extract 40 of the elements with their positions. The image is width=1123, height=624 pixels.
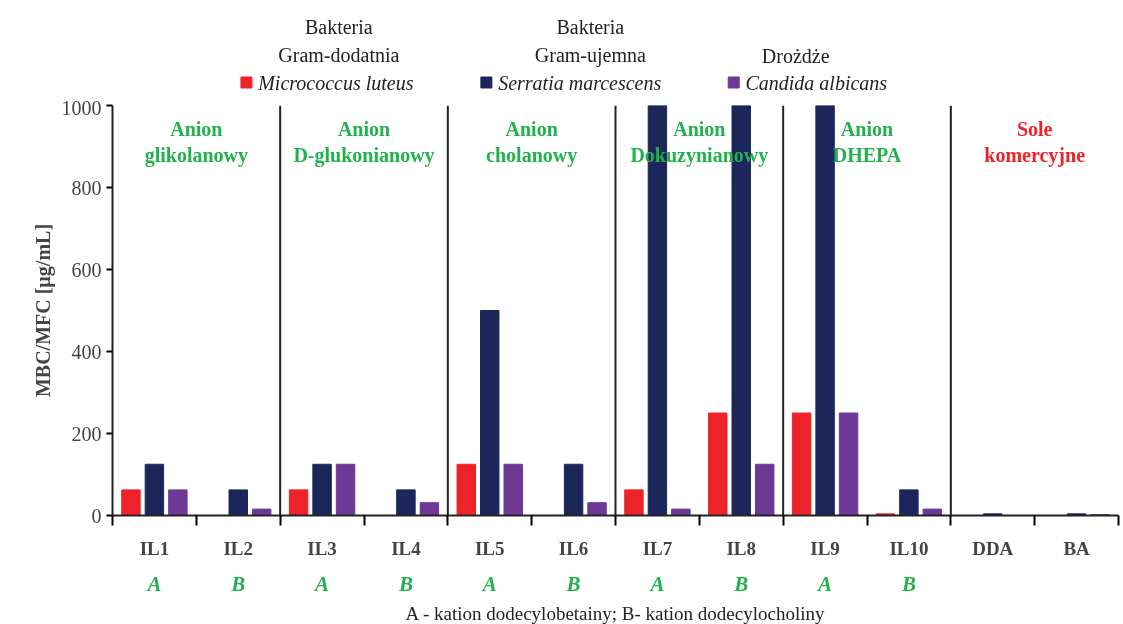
x-tick-label: DDA [972, 537, 1014, 559]
text: B [565, 572, 581, 596]
annotation: Anion D-glukonianowy [293, 117, 435, 167]
text: B [397, 572, 413, 596]
text: A [145, 572, 162, 596]
text: Bakteria Gram-ujemna [534, 15, 647, 68]
text: A [648, 572, 665, 596]
text: B [230, 572, 246, 596]
x-tick-label: IL8 [726, 537, 757, 559]
annotation: Anion glikolanowy [144, 117, 249, 167]
x-tick-label: IL5 [474, 537, 505, 559]
y-axis-title: MBC/MFC [µg/mL] [31, 223, 55, 398]
legend-label: Micrococcus luteus [257, 71, 414, 94]
x-tick-label: IL3 [307, 537, 337, 559]
x-tick-label: IL4 [391, 537, 422, 559]
text: A - kation dodecylobetainy; B- kation dodecylocholiny [405, 603, 825, 624]
y-tick-label: 0 [91, 504, 102, 527]
x-tick-label: IL9 [810, 537, 840, 559]
y-tick-label: 600 [71, 258, 102, 281]
text: B [733, 572, 749, 596]
x-tick-label: IL6 [558, 537, 589, 559]
y-tick-label: 1000 [61, 96, 102, 119]
legend-label: Candida albicans [745, 71, 888, 94]
y-tick-label: 200 [71, 422, 102, 445]
annotation: Anion cholanowy [486, 117, 578, 167]
y-tick-label: 800 [71, 176, 102, 199]
text: Drożdże [761, 44, 830, 67]
text: A [816, 572, 833, 596]
text: Bakteria Gram-dodatnia [278, 15, 400, 67]
text: A [480, 572, 497, 596]
text: A [313, 572, 330, 596]
annotation: Sole komercyjne [984, 117, 1086, 167]
x-tick-label: IL2 [223, 537, 254, 559]
text: B [900, 572, 916, 596]
x-tick-label: IL10 [889, 537, 929, 559]
x-tick-label: BA [1063, 537, 1091, 559]
x-tick-label: IL1 [139, 537, 170, 559]
x-tick-label: IL7 [642, 537, 673, 559]
y-tick-label: 400 [71, 340, 102, 363]
legend-label: Serratia marcescens [498, 71, 662, 94]
